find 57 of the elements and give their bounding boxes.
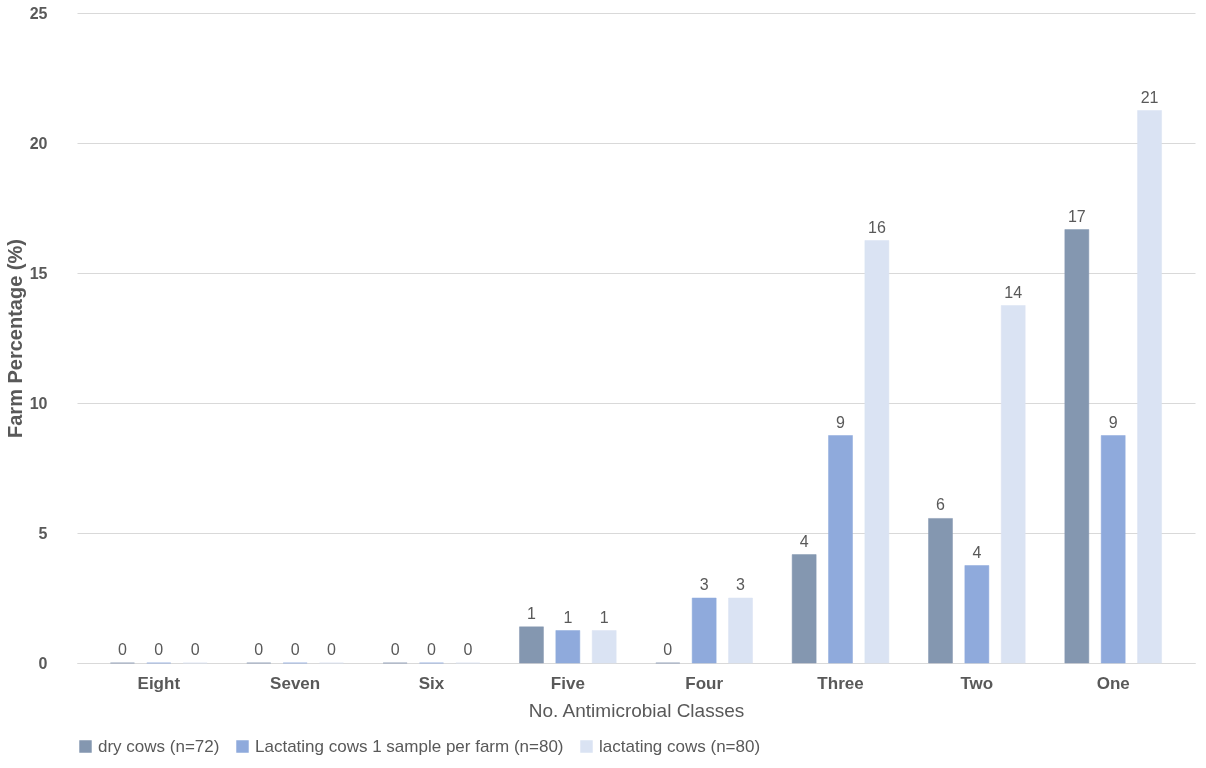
bar xyxy=(828,435,853,664)
data-label: 14 xyxy=(1004,283,1023,301)
legend-label: Lactating cows 1 sample per farm (n=80) xyxy=(255,736,564,756)
data-label: 0 xyxy=(117,641,127,658)
bar xyxy=(691,597,717,664)
y-tick-label: 5 xyxy=(38,524,48,542)
y-tick-label: 25 xyxy=(29,4,48,22)
x-tick-label: Four xyxy=(685,673,724,693)
bar xyxy=(519,626,544,664)
data-label: 9 xyxy=(1108,413,1118,431)
data-label: 6 xyxy=(936,496,946,514)
x-tick-label: One xyxy=(1096,673,1130,693)
data-label: 0 xyxy=(663,641,673,658)
x-tick-label: Six xyxy=(418,673,445,693)
x-tick-label: Two xyxy=(960,673,994,693)
data-label: 9 xyxy=(836,413,846,431)
data-label: 0 xyxy=(254,641,264,658)
bar xyxy=(1100,435,1126,664)
data-label: 0 xyxy=(154,641,164,658)
legend-label: lactating cows (n=80) xyxy=(599,736,761,756)
data-label: 0 xyxy=(463,641,473,658)
data-label: 1 xyxy=(599,608,609,626)
y-axis-title: Farm Percentage (%) xyxy=(3,239,26,438)
data-label: 1 xyxy=(563,608,573,626)
data-label: 0 xyxy=(427,641,437,658)
data-label: 0 xyxy=(390,641,400,658)
x-tick-label: Three xyxy=(817,673,864,693)
bar xyxy=(555,630,581,664)
data-label: 3 xyxy=(736,576,746,593)
legend-label: dry cows (n=72) xyxy=(98,736,220,756)
x-axis-title: No. Antimicrobial Classes xyxy=(528,699,745,721)
y-tick-label: 0 xyxy=(38,654,48,672)
x-tick-label: Five xyxy=(550,673,585,693)
data-label: 0 xyxy=(190,641,200,658)
bar xyxy=(928,518,953,664)
data-label: 21 xyxy=(1140,88,1159,106)
bar xyxy=(728,597,753,664)
x-tick-label: Seven xyxy=(270,673,321,693)
data-label: 4 xyxy=(799,532,809,550)
bar xyxy=(791,554,817,664)
data-label: 3 xyxy=(699,576,709,593)
data-label: 0 xyxy=(290,641,300,658)
bar xyxy=(1064,229,1090,664)
data-label: 4 xyxy=(972,543,982,561)
y-tick-label: 15 xyxy=(29,264,48,282)
y-tick-label: 10 xyxy=(29,394,48,412)
bar xyxy=(964,565,990,664)
data-label: 17 xyxy=(1067,207,1086,225)
data-label: 16 xyxy=(867,218,886,236)
x-tick-label: Eight xyxy=(137,673,181,693)
bar xyxy=(591,630,617,664)
data-label: 1 xyxy=(527,604,537,622)
bar xyxy=(1000,305,1026,664)
bar xyxy=(864,240,890,664)
y-tick-label: 20 xyxy=(29,134,48,152)
bar xyxy=(1137,110,1162,664)
data-label: 0 xyxy=(327,641,337,658)
